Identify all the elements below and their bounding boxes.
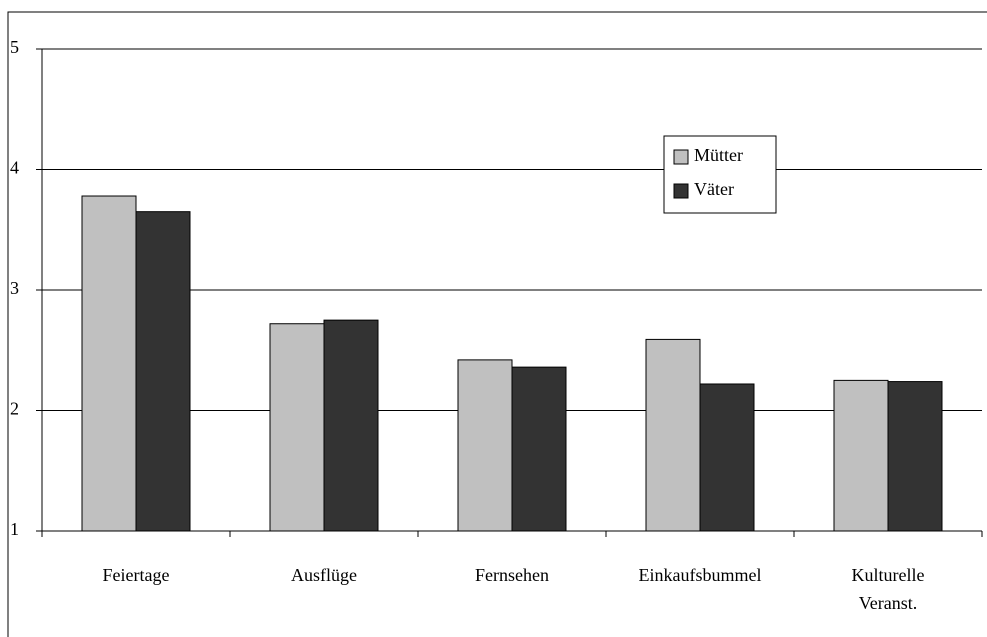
bar <box>511 366 567 532</box>
x-tick-label: Kulturelle Veranst. <box>851 565 925 613</box>
bar <box>699 383 755 532</box>
y-tick-label: 1 <box>10 519 19 539</box>
legend-label: Väter <box>694 179 734 199</box>
x-tick-label: Einkaufsbummel <box>638 565 762 585</box>
legend-swatch <box>673 183 689 199</box>
y-tick-label: 5 <box>10 37 19 57</box>
bar <box>269 323 325 532</box>
chart-frame <box>7 11 987 637</box>
legend-label: Mütter <box>694 145 743 165</box>
bar <box>833 379 889 532</box>
y-tick-label: 4 <box>10 158 19 178</box>
x-tick-label: Ausflüge <box>291 565 357 585</box>
bar <box>457 359 513 532</box>
y-tick-label: 3 <box>10 278 19 298</box>
bar <box>645 338 701 532</box>
x-tick-label: Feiertage <box>102 565 170 585</box>
bar <box>81 195 137 532</box>
x-tick-label: Fernsehen <box>475 565 549 585</box>
bar <box>323 319 379 532</box>
y-tick-label: 2 <box>10 399 19 419</box>
legend-swatch <box>673 149 689 165</box>
legend-box <box>663 135 777 214</box>
bar <box>135 211 191 532</box>
bar <box>887 381 943 532</box>
